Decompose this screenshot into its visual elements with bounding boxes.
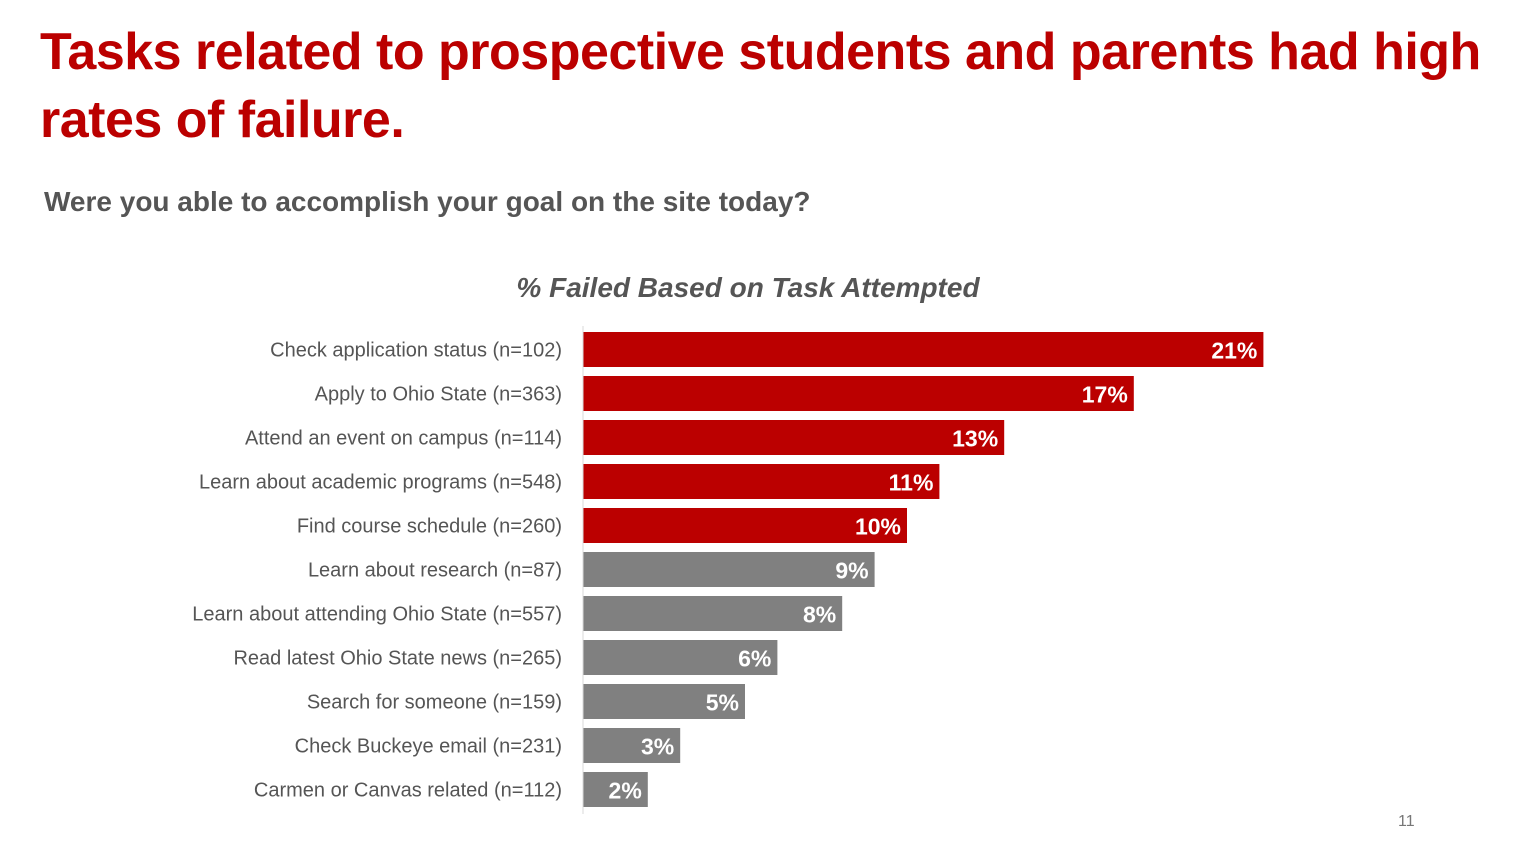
value-label: 6% (738, 646, 771, 672)
bar-1 (583, 332, 1264, 367)
slide-title: Tasks related to prospective students an… (40, 23, 1481, 149)
value-label: 10% (855, 514, 901, 540)
page-number: 11 (1398, 813, 1415, 830)
value-label: 3% (641, 734, 674, 760)
bar-4 (583, 464, 940, 499)
category-label: Learn about academic programs (n=548) (199, 472, 562, 494)
value-label: 13% (952, 426, 998, 452)
category-label: Search for someone (n=159) (307, 692, 562, 714)
category-label: Attend an event on campus (n=114) (245, 428, 562, 450)
category-label: Check application status (n=102) (270, 340, 562, 362)
value-label: 11% (889, 470, 934, 496)
category-label: Learn about research (n=87) (308, 560, 562, 582)
bars-layer: Check application status (n=102) 21% Apply… (192, 332, 1264, 807)
category-label: Find course schedule (n=260) (297, 516, 562, 538)
category-label: Check Buckeye email (n=231) (295, 736, 562, 758)
bar-2 (583, 376, 1134, 411)
value-label: 17% (1082, 382, 1128, 408)
bar-10 (583, 728, 681, 763)
bar-11 (583, 772, 648, 807)
bar-3 (583, 420, 1005, 455)
value-label: 8% (803, 602, 836, 628)
category-label: Carmen or Canvas related (n=112) (254, 780, 562, 802)
bar-6 (583, 552, 875, 587)
category-label: Learn about attending Ohio State (n=557) (192, 604, 562, 626)
slide-subtitle: Were you able to accomplish your goal on… (44, 186, 811, 217)
bar-7 (583, 596, 843, 631)
category-label: Read latest Ohio State news (n=265) (233, 648, 562, 670)
value-label: 2% (609, 778, 642, 804)
bar-9 (583, 684, 745, 719)
chart-title: % Failed Based on Task Attempted (516, 272, 980, 303)
bar-8 (583, 640, 778, 675)
value-label: 9% (835, 558, 868, 584)
category-label: Apply to Ohio State (n=363) (315, 384, 562, 406)
value-label: 21% (1211, 338, 1257, 364)
value-label: 5% (706, 690, 739, 716)
bar-5 (583, 508, 907, 543)
